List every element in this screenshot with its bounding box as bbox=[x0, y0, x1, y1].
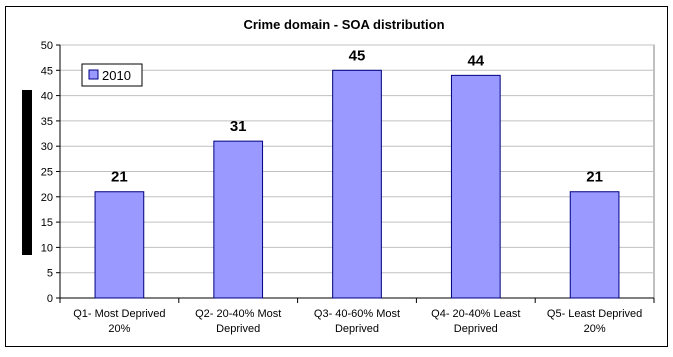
bar bbox=[569, 191, 620, 299]
data-label: 21 bbox=[586, 169, 603, 186]
y-tick-label: 30 bbox=[41, 141, 53, 153]
y-tick-label: 40 bbox=[41, 91, 53, 103]
x-tick-label: Deprived bbox=[335, 323, 379, 335]
x-tick-label: Deprived bbox=[216, 323, 260, 335]
legend-label: 2010 bbox=[102, 68, 131, 83]
data-label: 44 bbox=[467, 52, 484, 69]
bar bbox=[94, 191, 145, 299]
x-tick-label: Q4- 20-40% Least bbox=[431, 308, 520, 320]
y-tick-label: 50 bbox=[41, 40, 53, 52]
legend-swatch bbox=[88, 69, 99, 80]
data-label: 21 bbox=[111, 169, 128, 186]
y-tick-label: 45 bbox=[41, 65, 53, 77]
data-label: 45 bbox=[349, 47, 366, 64]
y-tick-label: 5 bbox=[47, 268, 53, 280]
x-tick-label: 20% bbox=[108, 323, 130, 335]
y-tick-label: 35 bbox=[41, 116, 53, 128]
x-tick-label: Q1- Most Deprived bbox=[73, 308, 165, 320]
y-tick-label: 10 bbox=[41, 242, 53, 254]
y-tick-label: 15 bbox=[41, 217, 53, 229]
x-tick-label: Deprived bbox=[454, 323, 498, 335]
bar bbox=[450, 74, 501, 299]
y-tick-label: 20 bbox=[41, 192, 53, 204]
bar bbox=[213, 140, 264, 299]
plot-area: 0 5 10 15 20 25 30 35 40 45 50 21 Q1- Most Deprived 2… bbox=[41, 40, 655, 335]
x-tick-label: Q3- 40-60% Most bbox=[314, 308, 400, 320]
x-tick-label: Q5- Least Deprived bbox=[547, 308, 642, 320]
y-tick-label: 0 bbox=[47, 293, 53, 305]
chart-title: Crime domain - SOA distribution bbox=[243, 17, 444, 32]
x-tick-label: Q2- 20-40% Most bbox=[195, 308, 281, 320]
bar bbox=[332, 69, 382, 299]
side-marker-bar bbox=[22, 90, 32, 255]
y-tick-label: 25 bbox=[41, 167, 53, 179]
x-tick-label: 20% bbox=[584, 323, 606, 335]
data-label: 31 bbox=[230, 118, 247, 135]
